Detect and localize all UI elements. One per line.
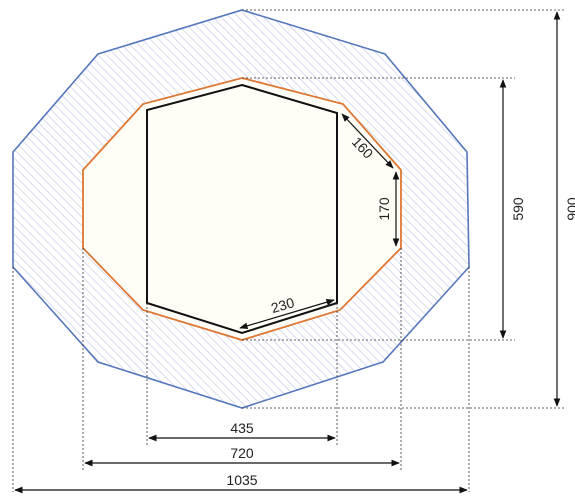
dim-line-160 bbox=[341, 113, 394, 169]
inner-hexagon bbox=[146, 83, 338, 335]
label-170: 170 bbox=[376, 197, 392, 221]
label-720: 720 bbox=[230, 445, 254, 461]
label-230: 230 bbox=[269, 294, 296, 316]
dimension-lines bbox=[14, 11, 561, 494]
extension-lines bbox=[12, 9, 565, 492]
label-435: 435 bbox=[230, 420, 254, 436]
label-590: 590 bbox=[510, 197, 526, 221]
label-1035: 1035 bbox=[226, 472, 257, 488]
label-900: 900 bbox=[564, 197, 575, 221]
dim-line-230 bbox=[239, 298, 335, 330]
